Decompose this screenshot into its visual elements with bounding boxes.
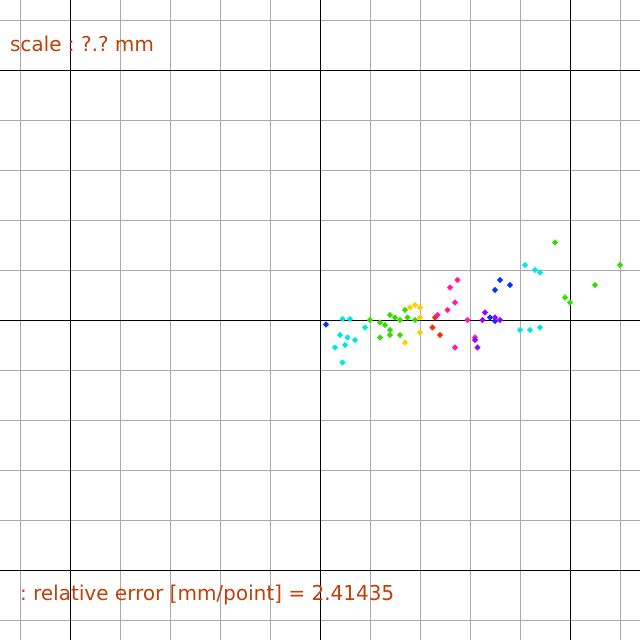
data-point (496, 316, 504, 324)
data-point (434, 311, 441, 319)
data-point (474, 344, 481, 351)
data-point (616, 261, 624, 269)
data-point (376, 319, 384, 326)
data-point (322, 321, 330, 328)
data-point (491, 314, 499, 321)
data-point (526, 326, 534, 334)
data-point (366, 316, 374, 324)
data-point (429, 324, 436, 331)
data-point (446, 284, 454, 291)
data-point (411, 316, 419, 324)
data-point (531, 266, 539, 274)
data-point (396, 316, 404, 324)
data-point (451, 299, 459, 306)
data-point (516, 326, 524, 334)
data-point (444, 306, 451, 314)
data-points (322, 239, 624, 366)
data-point (454, 276, 461, 284)
data-point (406, 304, 414, 311)
data-point (336, 331, 344, 339)
data-point (381, 321, 389, 329)
data-point (536, 269, 544, 276)
data-point (479, 316, 486, 324)
data-point (386, 331, 394, 339)
data-point (491, 286, 499, 294)
data-point (361, 324, 369, 331)
data-point (416, 314, 424, 321)
data-point (481, 309, 489, 316)
data-point (591, 281, 599, 289)
data-point (339, 315, 346, 323)
data-point (344, 334, 351, 341)
data-point (416, 329, 424, 336)
data-point (536, 324, 544, 331)
data-point (436, 331, 444, 339)
data-point (376, 334, 384, 341)
data-point (491, 317, 499, 325)
data-point (561, 294, 569, 301)
data-point (464, 316, 471, 324)
data-point (566, 299, 574, 306)
data-point (506, 281, 514, 289)
data-point (486, 314, 494, 321)
data-point (551, 239, 559, 246)
data-point (341, 341, 349, 349)
data-point (401, 306, 409, 314)
data-point (404, 314, 411, 321)
data-point (386, 311, 394, 319)
data-point (339, 359, 346, 366)
data-point (331, 344, 339, 351)
data-point (521, 261, 529, 269)
data-point (346, 315, 354, 323)
data-point (416, 304, 424, 311)
data-point (496, 276, 504, 284)
data-point (451, 344, 459, 351)
data-point (471, 336, 479, 344)
data-point (386, 326, 394, 334)
data-point (391, 314, 399, 321)
data-point (411, 301, 419, 309)
data-point (351, 336, 359, 344)
data-point (396, 331, 404, 339)
data-point (401, 339, 409, 346)
scale-label: scale : ?.? mm (10, 32, 154, 56)
relative-error-label: : relative error [mm/point] = 2.41435 (20, 581, 395, 605)
